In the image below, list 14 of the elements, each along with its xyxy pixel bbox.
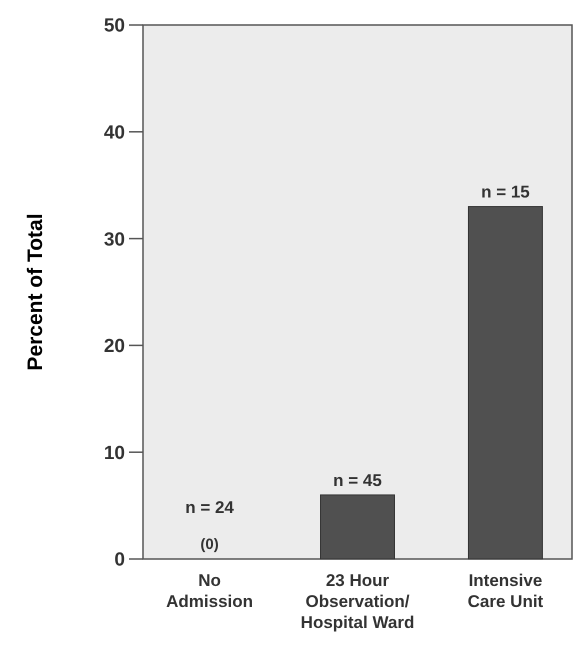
- x-tick-label: 23 Hour Observation/ Hospital Ward: [300, 571, 414, 632]
- x-tick-label: No Admission: [166, 571, 254, 611]
- data-label: (0): [200, 536, 219, 553]
- annotation: n = 45: [333, 470, 382, 490]
- x-tick-label: Intensive Care Unit: [468, 571, 544, 611]
- y-tick-label: 50: [104, 16, 125, 37]
- y-tick-label: 20: [104, 336, 125, 358]
- annotation: n = 15: [481, 182, 530, 202]
- y-axis-title: Percent of Total: [24, 213, 47, 371]
- y-tick-label: 0: [114, 550, 125, 571]
- y-tick-label: 30: [104, 229, 125, 250]
- y-tick-label: 10: [104, 442, 125, 464]
- annotation: n = 24: [185, 498, 234, 517]
- y-tick-label: 40: [104, 122, 125, 144]
